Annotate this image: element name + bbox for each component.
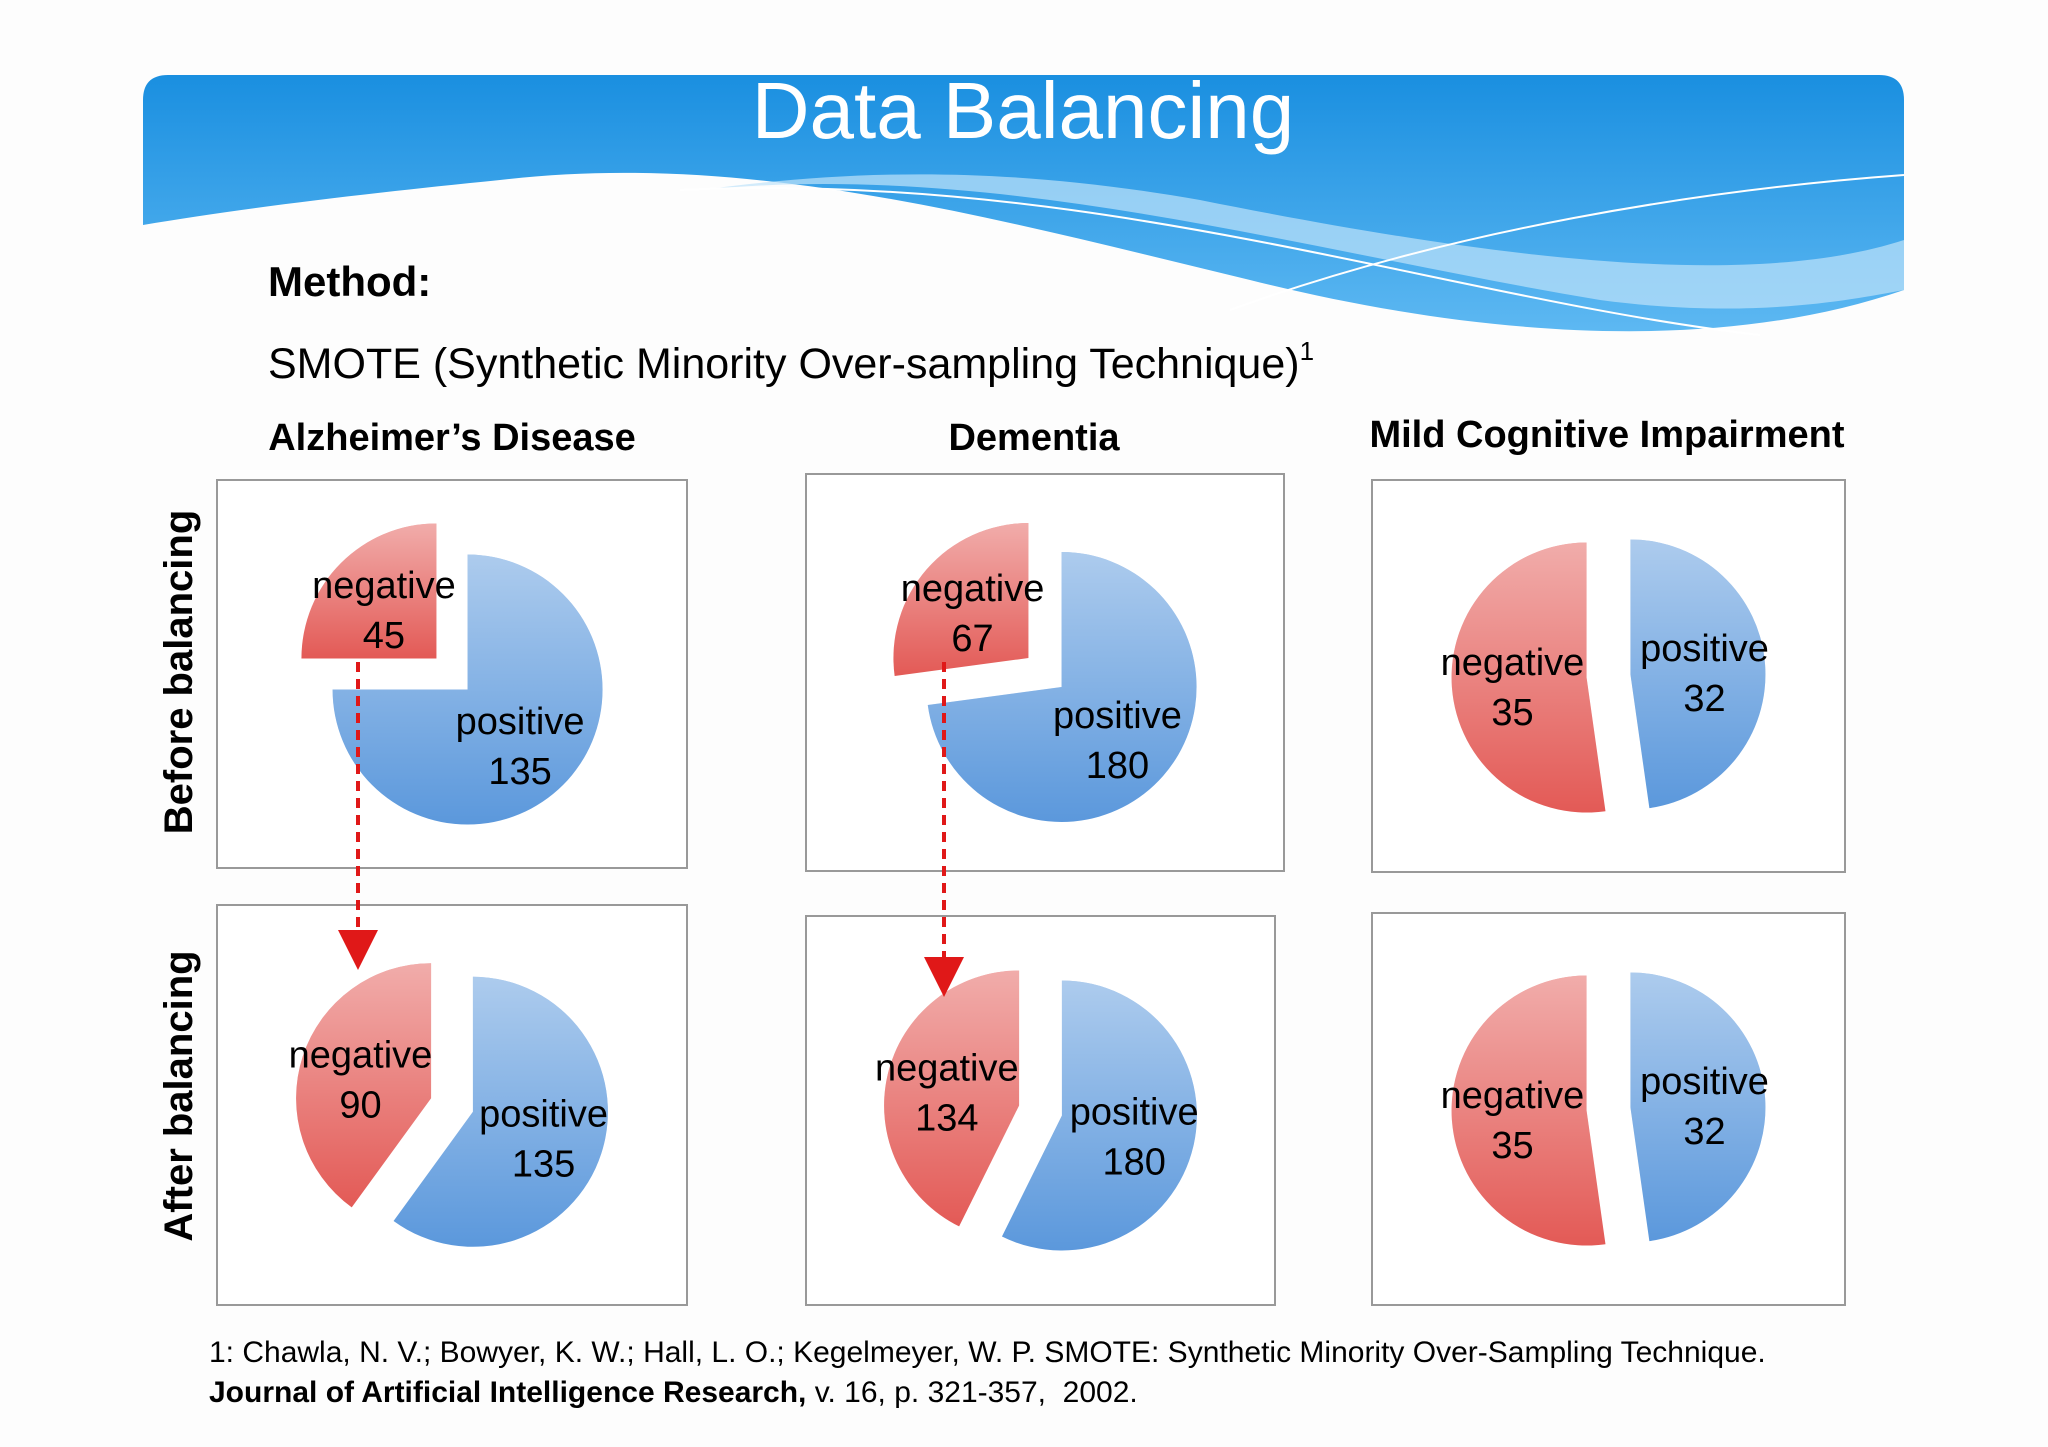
- method-text: SMOTE (Synthetic Minority Over-sampling …: [268, 336, 1314, 388]
- slice-label: negative: [312, 565, 456, 607]
- slice-label: negative: [289, 1034, 433, 1076]
- charts: positive 135 negative 45 positive 180 negative…: [216, 473, 1846, 1306]
- slice-shade: [332, 554, 603, 825]
- slice-value: 134: [915, 1098, 978, 1140]
- column-title: Alzheimer’s Disease: [268, 417, 636, 459]
- slice-label: negative: [875, 1048, 1019, 1090]
- method-ref: 1: [1300, 336, 1314, 366]
- slice-value: 180: [1103, 1141, 1166, 1183]
- slice-value: 180: [1086, 745, 1149, 787]
- footnote-line: Journal of Artificial Intelligence Resea…: [209, 1376, 1138, 1409]
- footnote-journal: Journal of Artificial Intelligence Resea…: [209, 1376, 806, 1409]
- slice-value: 90: [339, 1084, 381, 1126]
- slice-value: 35: [1491, 692, 1533, 734]
- slide-title: Data Balancing: [752, 66, 1295, 155]
- header-wave-line: [679, 186, 1761, 336]
- slice-value: 35: [1491, 1125, 1533, 1167]
- row-label: After balancing: [157, 950, 201, 1241]
- row-label: Before balancing: [157, 510, 201, 835]
- chart-frame: [1371, 479, 1846, 873]
- slice-label: negative: [1441, 642, 1585, 684]
- slice-shade: [1001, 980, 1197, 1251]
- slice-shade: [927, 551, 1197, 822]
- slice-value: 45: [363, 615, 405, 657]
- slice-value: 32: [1683, 1111, 1725, 1153]
- chart-frame: [1371, 912, 1846, 1306]
- slice-shade: [1630, 539, 1766, 809]
- footnote-details: v. 16, p. 321-357, 2002.: [806, 1376, 1137, 1409]
- slice-value: 67: [951, 618, 993, 660]
- column-title: Mild Cognitive Impairment: [1369, 414, 1844, 456]
- method-label: Method:: [268, 258, 431, 305]
- slice-label: positive: [479, 1094, 608, 1136]
- slice-shade: [1451, 542, 1606, 813]
- slice-shade: [301, 523, 437, 659]
- slice-shade: [893, 523, 1029, 676]
- slice-label: positive: [1070, 1091, 1199, 1133]
- slice-shade: [393, 976, 608, 1247]
- slice-label: positive: [456, 701, 585, 743]
- slice-shade: [1451, 975, 1606, 1246]
- slice-value: 135: [488, 751, 551, 793]
- column-title: Dementia: [948, 417, 1120, 459]
- slice-label: negative: [901, 568, 1045, 610]
- header-wave: [700, 174, 1904, 309]
- slice-shade: [884, 970, 1020, 1227]
- slice-value: 32: [1683, 678, 1725, 720]
- header-wave-line: [1229, 174, 1905, 311]
- slice-value: 135: [512, 1144, 575, 1186]
- slice-shade: [296, 963, 432, 1208]
- slice-label: positive: [1640, 1061, 1769, 1103]
- slice-label: positive: [1640, 628, 1769, 670]
- method-name: SMOTE (Synthetic Minority Over-sampling …: [268, 340, 1300, 388]
- slice-label: negative: [1441, 1075, 1585, 1117]
- footnote-line: 1: Chawla, N. V.; Bowyer, K. W.; Hall, L…: [209, 1336, 1766, 1369]
- slice-label: positive: [1053, 695, 1182, 737]
- slice-shade: [1630, 972, 1766, 1242]
